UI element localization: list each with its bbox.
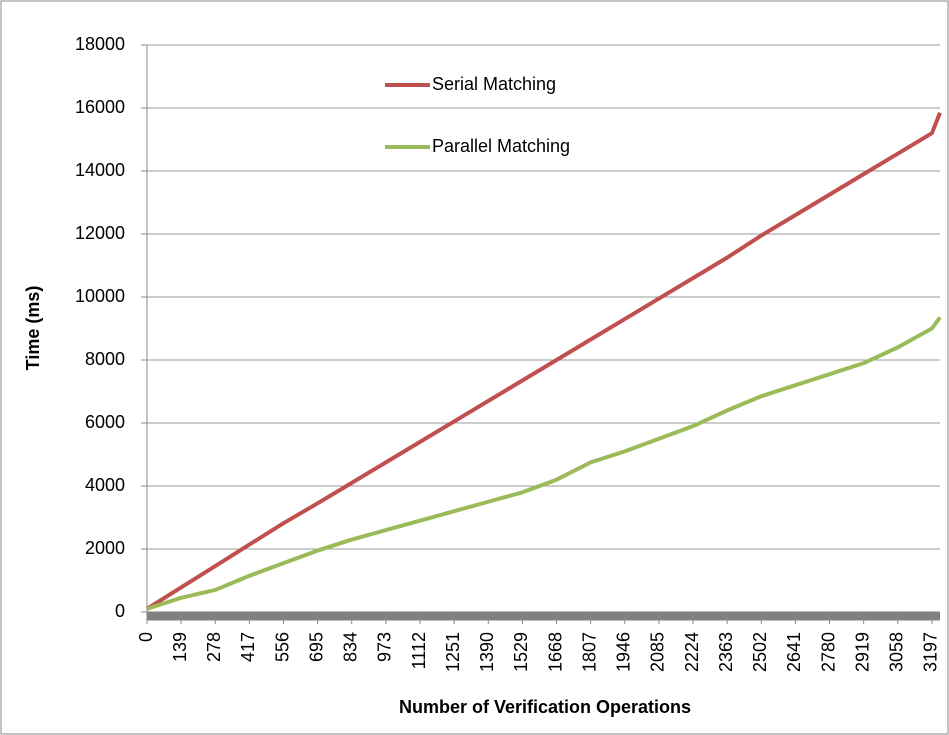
x-tick-label: 2641 [784, 632, 804, 672]
x-tick-label: 834 [341, 632, 361, 662]
x-axis-label: Number of Verification Operations [399, 697, 691, 717]
x-tick-label: 3058 [887, 632, 907, 672]
legend-label: Serial Matching [432, 74, 556, 94]
x-tick-label: 2224 [682, 632, 702, 672]
series-line [146, 316, 942, 611]
x-tick-label: 1251 [443, 632, 463, 672]
x-tick-label: 1112 [409, 632, 429, 669]
x-tick-label: 0 [136, 632, 156, 642]
x-tick-label: 2502 [750, 632, 770, 672]
y-tick-label: 0 [115, 601, 125, 621]
x-tick-label: 1390 [477, 632, 497, 672]
y-tick-label: 18000 [75, 34, 125, 54]
y-tick-label: 10000 [75, 286, 125, 306]
x-tick-label: 1946 [614, 632, 634, 672]
x-tick-label: 2919 [852, 632, 872, 672]
x-tick-label: 2085 [648, 632, 668, 672]
x-tick-label: 278 [204, 632, 224, 662]
x-tick-label: 2363 [716, 632, 736, 672]
series-line [145, 111, 942, 611]
x-tick-label: 3197 [921, 632, 941, 672]
x-tick-label: 139 [170, 632, 190, 662]
y-tick-label: 14000 [75, 160, 125, 180]
x-tick-label: 973 [375, 632, 395, 662]
x-tick-label: 556 [272, 632, 292, 662]
x-tick-label: 1529 [511, 632, 531, 672]
legend-label: Parallel Matching [432, 136, 570, 156]
y-tick-label: 12000 [75, 223, 125, 243]
y-tick-label: 16000 [75, 97, 125, 117]
x-tick-label: 417 [238, 632, 258, 662]
y-axis-label: Time (ms) [23, 286, 43, 371]
x-tick-label: 1668 [545, 632, 565, 672]
y-tick-label: 4000 [85, 475, 125, 495]
y-tick-label: 2000 [85, 538, 125, 558]
x-tick-label: 695 [306, 632, 326, 662]
x-tick-label: 2780 [818, 632, 838, 672]
y-tick-label: 6000 [85, 412, 125, 432]
y-tick-label: 8000 [85, 349, 125, 369]
x-tick-label: 1807 [579, 632, 599, 672]
